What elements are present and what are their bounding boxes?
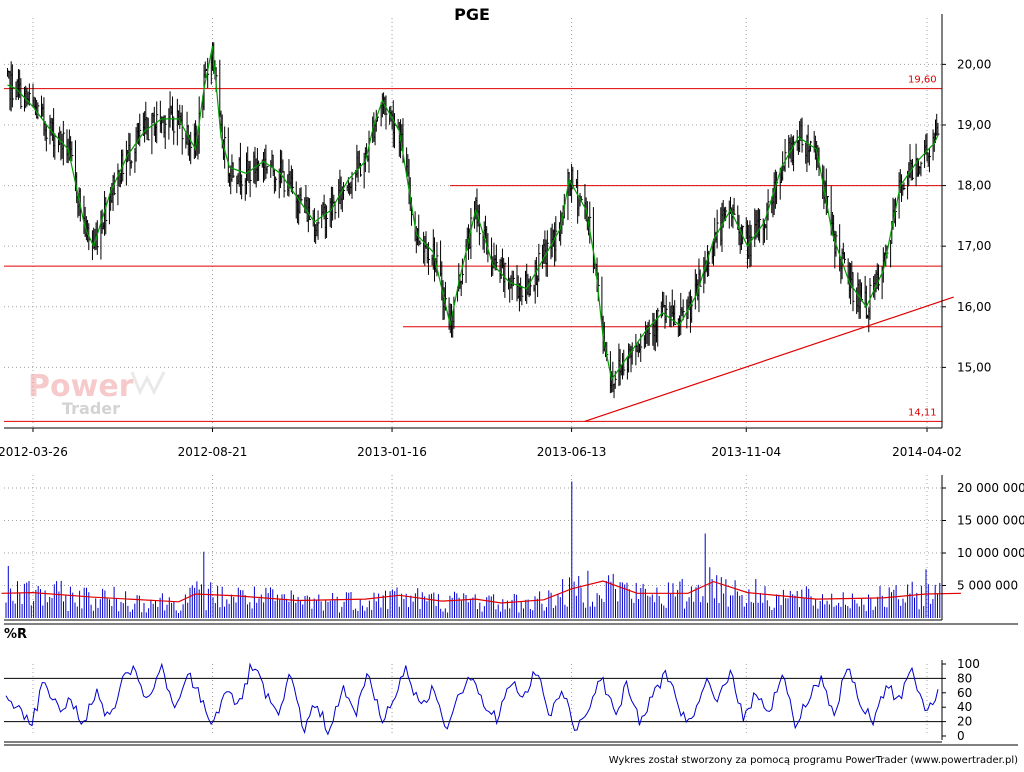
volume-bars: [5, 481, 941, 618]
axes: [4, 14, 1018, 746]
chart-title: PGE: [454, 5, 490, 24]
level-lines: [4, 88, 942, 422]
price-y-tick-label: 17,00: [957, 239, 991, 253]
level-label-high: 19,60: [908, 75, 937, 86]
wr-y-tick-label: 0: [957, 729, 965, 743]
x-tick-label: 2013-11-04: [711, 445, 781, 459]
volume-y-tick-label: 5 000 000: [957, 579, 1018, 593]
williams-r: [5, 662, 939, 736]
logo-word-2: Trader: [62, 399, 120, 418]
wr-y-tick-label: 60: [957, 686, 972, 700]
footer-credit: Wykres został stworzony za pomocą progra…: [609, 755, 1018, 766]
support-trendline: [584, 296, 954, 422]
wr-y-tick-label: 80: [957, 671, 972, 685]
price-y-tick-label: 15,00: [957, 360, 991, 374]
x-tick-label: 2013-01-16: [357, 445, 427, 459]
price-moving-average: [7, 46, 939, 381]
x-tick-label: 2012-08-21: [178, 445, 248, 459]
wr-y-tick-label: 20: [957, 715, 972, 729]
price-ma-line: [7, 46, 939, 381]
wr-y-tick-label: 100: [957, 657, 980, 671]
trendline: [584, 296, 954, 422]
level-label-low: 14,11: [908, 407, 937, 418]
logo-word-1: Power: [28, 369, 134, 404]
logo-swoosh-icon: [130, 371, 166, 396]
volume-average-line: [1, 580, 962, 604]
williams-r-line: [4, 662, 942, 736]
price-y-tick-label: 16,00: [957, 300, 991, 314]
volume-y-tick-label: 20 000 000: [957, 481, 1024, 495]
axis-labels: 2012-03-26 2012-08-21 2013-01-16 2013-06-13…: [0, 57, 1024, 743]
volume-average: [1, 580, 962, 604]
price-y-tick-label: 18,00: [957, 179, 991, 193]
wr-panel-title: %R: [4, 627, 27, 642]
volume-y-tick-label: 10 000 000: [957, 546, 1024, 560]
x-tick-label: 2012-03-26: [0, 445, 68, 459]
volume-y-tick-label: 15 000 000: [957, 514, 1024, 528]
x-tick-label: 2013-06-13: [537, 445, 607, 459]
price-y-tick-label: 19,00: [957, 118, 991, 132]
price-y-tick-label: 20,00: [957, 57, 991, 71]
wr-y-tick-label: 40: [957, 700, 972, 714]
powertrader-logo: Power Trader: [28, 369, 166, 418]
x-tick-label: 2014-04-02: [892, 445, 962, 459]
